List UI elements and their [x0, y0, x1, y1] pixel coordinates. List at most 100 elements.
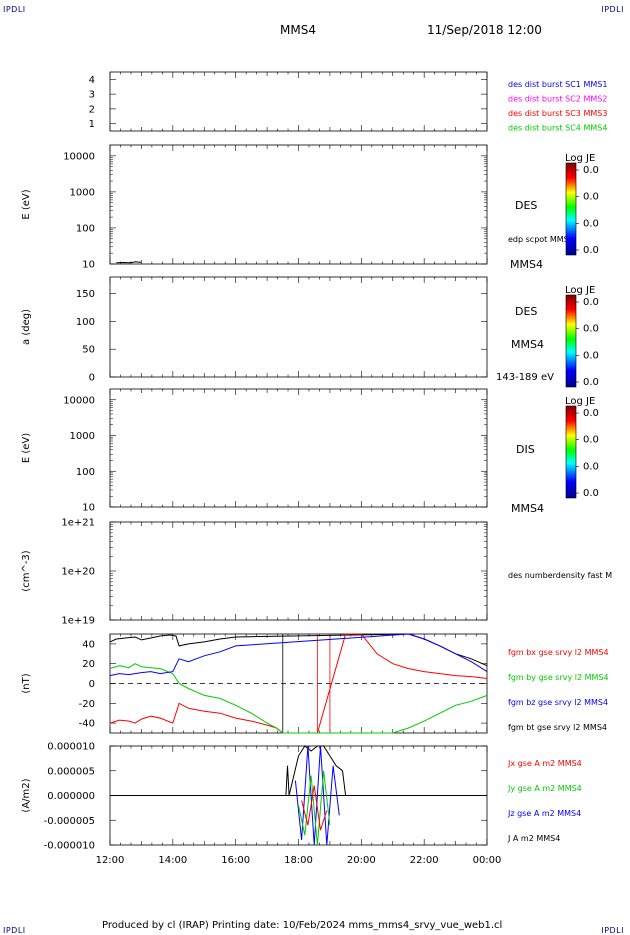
series-line — [109, 663, 488, 734]
x-tick-label: 22:00 — [410, 855, 439, 866]
colorbar-tick-label: 0.0 — [583, 192, 599, 203]
y-tick-label: 1000 — [70, 431, 95, 442]
y-tick-label: 50 — [82, 345, 95, 356]
y-tick-label: -20 — [79, 699, 95, 710]
colorbar-tick-label: 0.0 — [583, 408, 599, 419]
series-line — [109, 633, 488, 677]
series-line — [109, 633, 488, 734]
panel-label: MMS4 — [511, 502, 544, 515]
x-tick-label: 20:00 — [347, 855, 376, 866]
y-tick-label: 0 — [89, 679, 95, 690]
colorbar-tick-label: 0.0 — [583, 488, 599, 499]
colorbar-tick-label: 0.0 — [583, 218, 599, 229]
colorbar-tick-label: 0.0 — [583, 461, 599, 472]
y-tick-label: 10000 — [63, 151, 95, 162]
x-tick-label: 14:00 — [158, 855, 187, 866]
colorbar-tick-label: 0.0 — [583, 350, 599, 361]
y-tick-label: 4 — [89, 75, 95, 86]
legend-entry: fgm bx gse srvy l2 MMS4 — [508, 648, 609, 657]
legend-entry: Jy gse A m2 MMS4 — [507, 784, 582, 793]
y-tick-label: 0.000000 — [47, 791, 95, 802]
y-tick-label: 1e+20 — [61, 567, 95, 578]
colorbar — [565, 405, 577, 499]
legend-entry: Jz gse A m2 MMS4 — [507, 809, 581, 818]
legend-entry: J A m2 MMS4 — [507, 834, 560, 843]
y-tick-label: -40 — [79, 719, 95, 730]
y-tick-label: 20 — [82, 659, 95, 670]
series-line — [285, 745, 347, 796]
colorbar-tick-label: 0.0 — [583, 165, 599, 176]
y-tick-label: 40 — [82, 639, 95, 650]
panel-label: DIS — [516, 443, 535, 456]
y-tick-label: 1e+21 — [61, 518, 95, 529]
logo-bottom-left: IPDLI — [3, 926, 26, 935]
panel-frame-density — [109, 521, 488, 621]
y-axis-label: E (eV) — [21, 189, 32, 219]
y-axis-label: E (eV) — [21, 433, 32, 463]
spacecraft-title: MMS4 — [280, 23, 316, 37]
panel-label: DES — [515, 305, 537, 318]
panel-label: MMS4 — [510, 258, 543, 271]
legend-entry: des numberdensity fast M — [508, 571, 612, 580]
colorbar-tick-label: 0.0 — [583, 435, 599, 446]
y-tick-label: 150 — [76, 289, 95, 300]
colorbar-tick-label: 0.0 — [583, 324, 599, 335]
logo-bottom-right: IPDLI — [601, 926, 624, 935]
legend-entry: des dist burst SC1 MMS1 — [508, 80, 607, 89]
y-tick-label: 1 — [89, 119, 95, 130]
legend-entry: fgm bz gse srvy l2 MMS4 — [508, 698, 608, 707]
panel-label: 143-189 eV — [496, 372, 554, 383]
y-tick-label: 3 — [89, 90, 95, 101]
panel-label: edp scpot MMS4 — [508, 235, 574, 244]
panel-frame-burst — [109, 71, 488, 132]
y-axis-label: (nT) — [21, 673, 32, 693]
y-tick-label: 100 — [76, 223, 95, 234]
colorbar-title: Log JE — [565, 285, 595, 296]
colorbar-tick-label: 0.0 — [583, 245, 599, 256]
legend-entry: des dist burst SC4 MMS4 — [508, 124, 607, 133]
y-tick-label: -0.000005 — [44, 816, 95, 827]
series-line — [116, 261, 142, 264]
panel-frame-dis-energy — [109, 388, 488, 508]
y-tick-label: 0.000005 — [47, 766, 95, 777]
x-tick-label: 18:00 — [284, 855, 313, 866]
legend-entry: fgm by gse srvy l2 MMS4 — [508, 673, 609, 682]
y-tick-label: 1000 — [70, 187, 95, 198]
legend-entry: des dist burst SC2 MMS2 — [508, 95, 607, 104]
footer-text: Produced by cl (IRAP) Printing date: 10/… — [102, 920, 503, 931]
y-axis-label: (cm^-3) — [21, 550, 32, 591]
legend-entry: des dist burst SC3 MMS3 — [508, 109, 607, 118]
y-axis-label: a (deg) — [21, 309, 32, 345]
legend-entry: Jx gse A m2 MMS4 — [507, 759, 582, 768]
panel-label: DES — [515, 199, 537, 212]
y-axis-label: (A/m2) — [21, 778, 32, 812]
y-tick-label: 1e+19 — [61, 616, 95, 627]
y-tick-label: 10 — [82, 503, 95, 514]
logo-top-left: IPDLI — [3, 5, 26, 14]
x-tick-label: 16:00 — [221, 855, 250, 866]
series-line — [298, 770, 331, 846]
panel-frame-des-pitch — [109, 276, 488, 378]
y-tick-label: 10000 — [63, 395, 95, 406]
y-tick-label: -0.000010 — [44, 841, 95, 852]
colorbar-tick-label: 0.0 — [583, 377, 599, 388]
y-tick-label: 0 — [89, 373, 95, 384]
y-tick-label: 100 — [76, 467, 95, 478]
legend-entry: fgm bt gse srvy l2 MMS4 — [508, 723, 607, 732]
y-tick-label: 2 — [89, 104, 95, 115]
colorbar — [565, 162, 577, 256]
x-tick-label: 00:00 — [473, 855, 502, 866]
panel-label: MMS4 — [511, 338, 544, 351]
y-tick-label: 10 — [82, 260, 95, 271]
logo-top-right: IPDLI — [601, 5, 624, 14]
y-tick-label: 0.000010 — [47, 742, 95, 753]
datetime-title: 11/Sep/2018 12:00 — [427, 23, 542, 37]
colorbar-title: Log JE — [565, 153, 595, 164]
y-tick-label: 100 — [76, 317, 95, 328]
x-tick-label: 12:00 — [96, 855, 125, 866]
colorbar — [565, 294, 577, 388]
panel-frame-des-energy — [109, 144, 488, 265]
colorbar-tick-label: 0.0 — [583, 297, 599, 308]
series-line — [301, 785, 328, 831]
